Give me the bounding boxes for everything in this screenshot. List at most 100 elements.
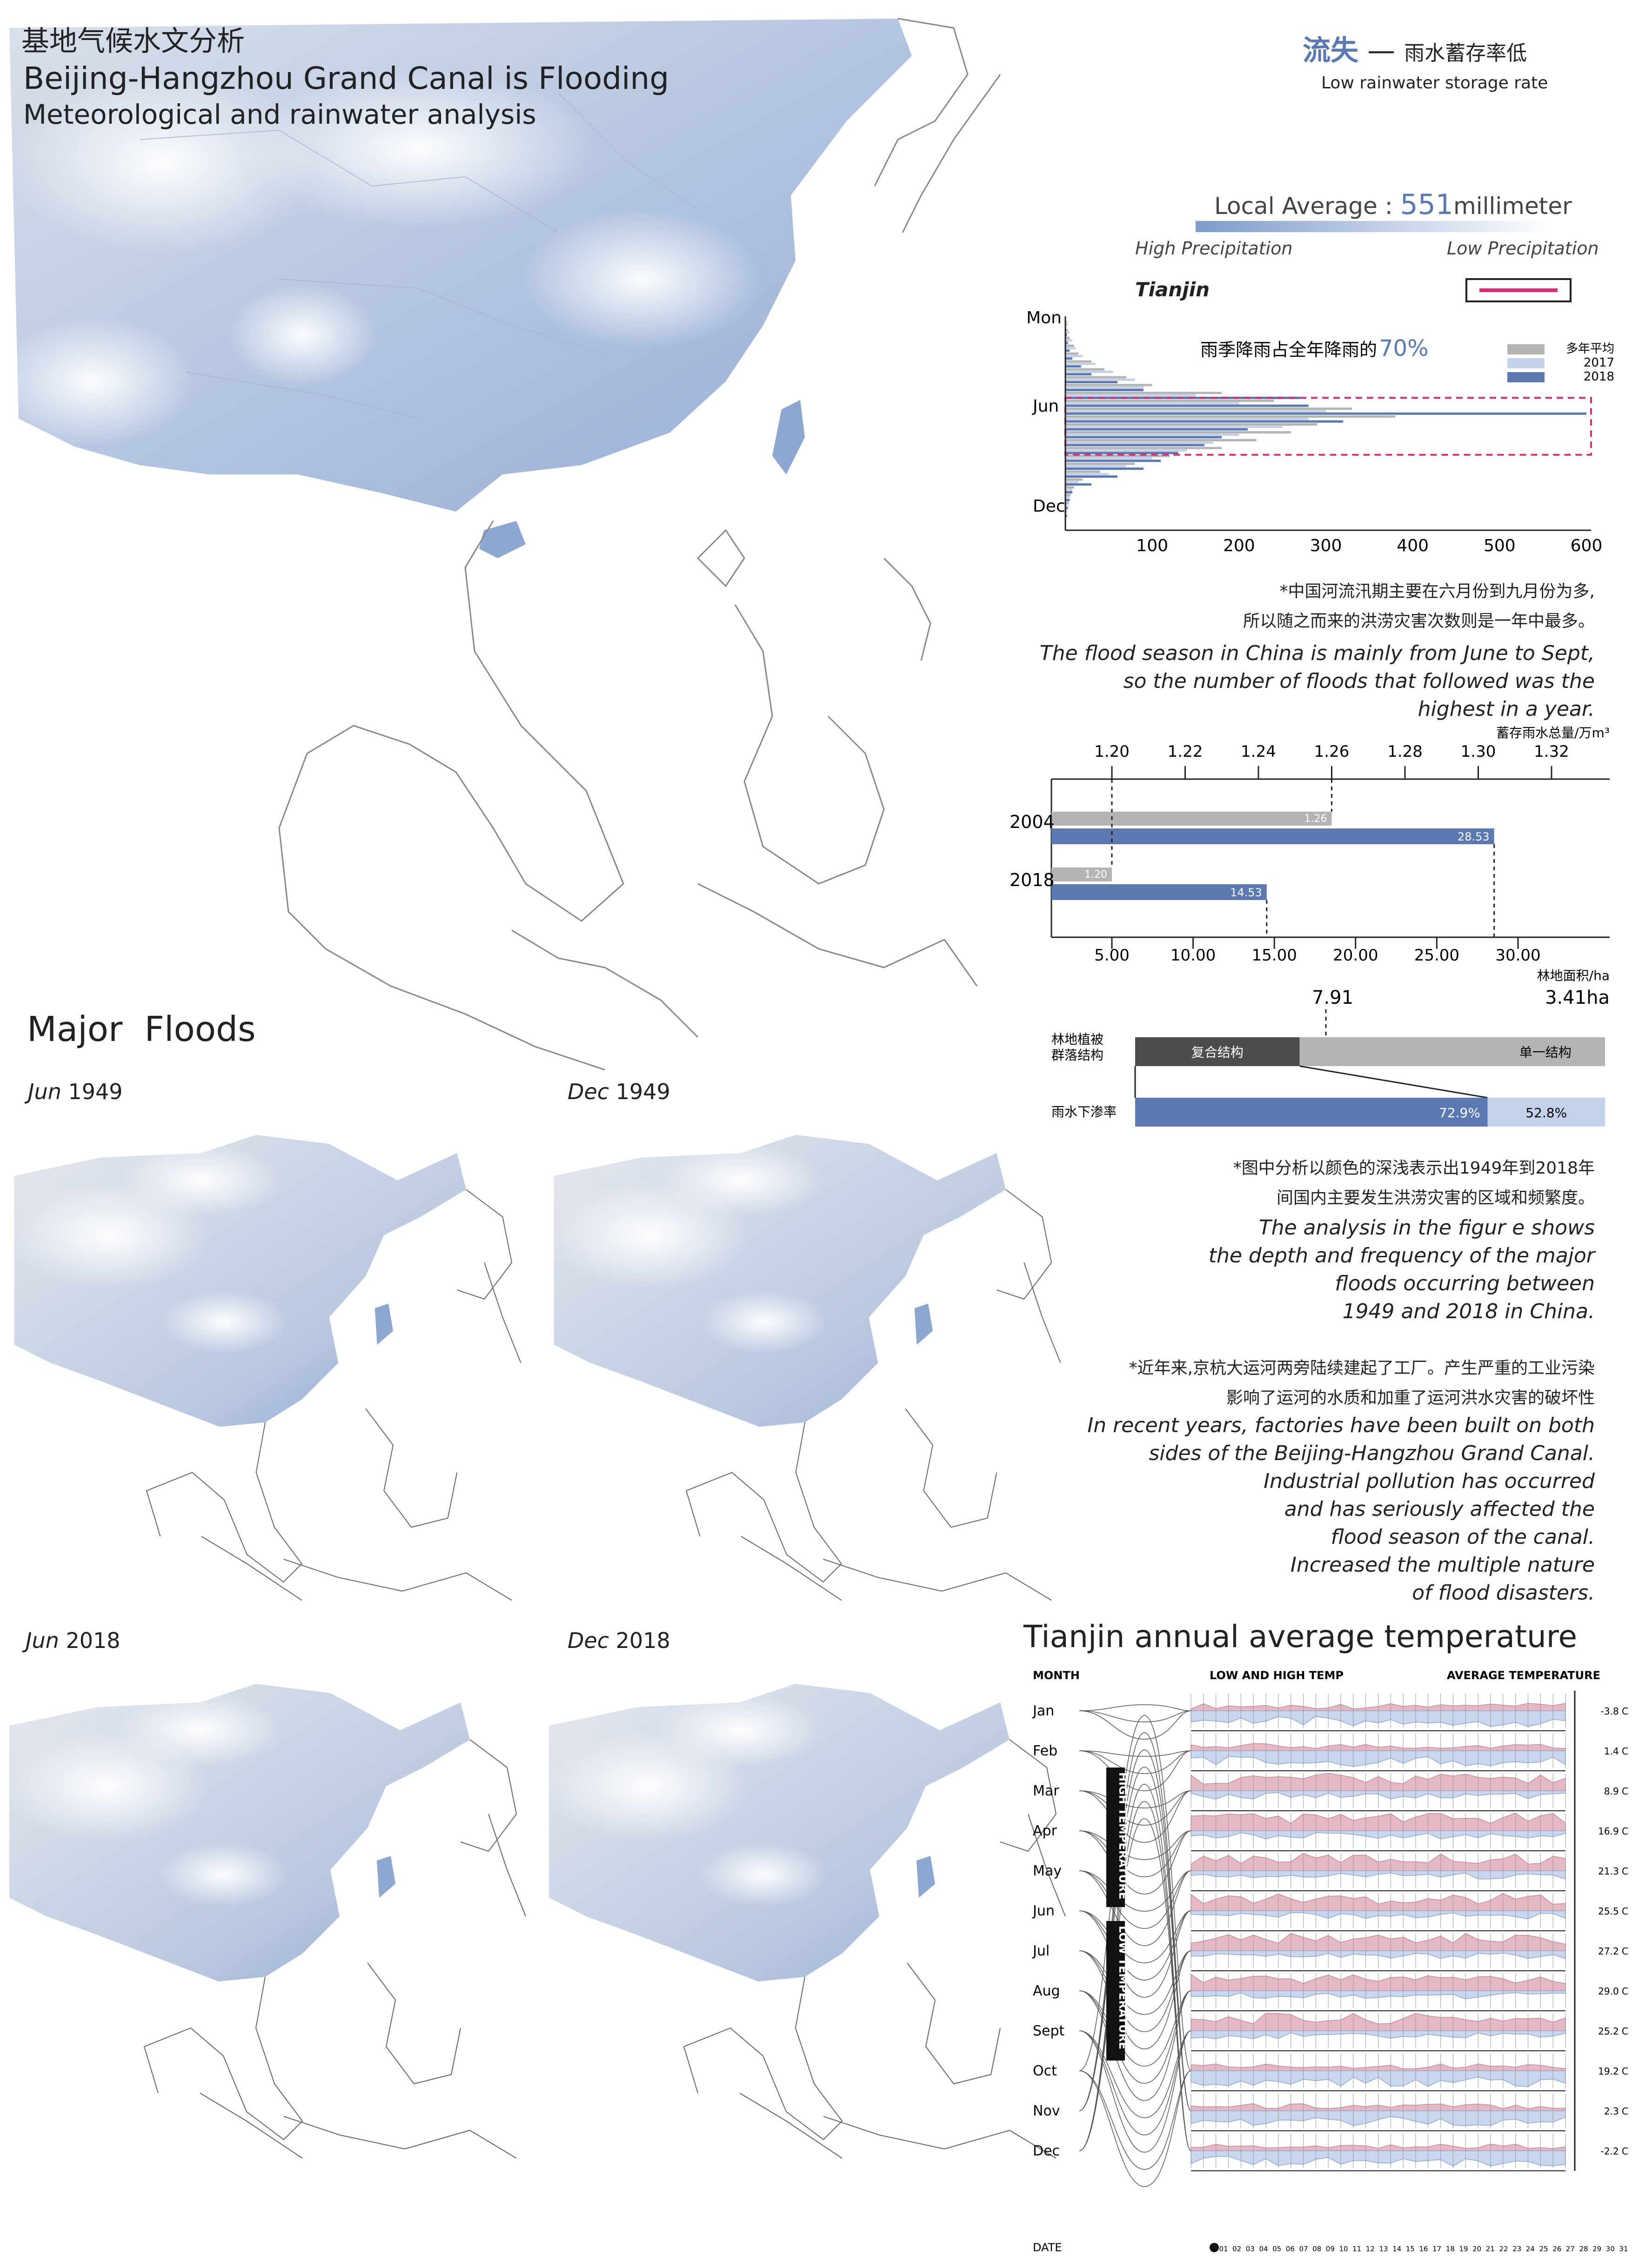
temp-month-Jun: Jun	[1032, 1903, 1055, 1919]
rain-legend-label-1: 2017	[1584, 356, 1614, 370]
struct-row2-seg2-label: 52.8%	[1525, 1105, 1567, 1121]
temp-col-month: MONTH	[1033, 1669, 1080, 1682]
struct-row1-seg2	[1299, 1037, 1605, 1066]
forest-bar-2004	[1051, 828, 1494, 844]
struct-row2-label: 雨水下渗率	[1051, 1104, 1117, 1120]
temp-month-Aug: Aug	[1033, 1983, 1060, 1999]
rain-bar-2017-12	[1065, 418, 1309, 420]
struct-row1-seg1	[1135, 1037, 1300, 1066]
temp-avg-Nov: 2.3 C	[1604, 2106, 1628, 2117]
rain-bar-多年平均-5	[1065, 360, 1091, 363]
rain-bar-2018-12	[1065, 420, 1344, 423]
rain-bar-多年平均-6	[1065, 368, 1104, 371]
analysis-cn-2: 间国内主要发生洪涝灾害的区域和频繁度。	[1276, 1188, 1595, 1207]
temp-month-Mar: Mar	[1033, 1783, 1059, 1799]
temp-days: 01 02 03 04 05 06 07 08 09 10 11 12 13 14 15 16 17 18 19 20…	[1219, 2245, 1628, 2253]
storage-bar-2018	[1051, 867, 1112, 881]
rain-bar-2018-15	[1065, 444, 1204, 447]
rain-bar-多年平均-20	[1065, 478, 1083, 481]
temp-day-02: 02	[1232, 2245, 1241, 2253]
rain-bar-2018-10	[1065, 404, 1309, 407]
rain-bar-2017-20	[1065, 480, 1078, 483]
subtitle-en: Meteorological and rainwater analysis	[23, 99, 536, 130]
temp-month-Oct: Oct	[1033, 2063, 1057, 2079]
major-floods-title: Major Floods	[27, 1009, 256, 1049]
struct-top-value-1: 7.91	[1312, 987, 1353, 1008]
rain-bar-多年平均-15	[1065, 439, 1257, 441]
temp-high-area-Feb	[1191, 1743, 1566, 1751]
temp-high-area-Jun	[1191, 1893, 1566, 1911]
temp-day-26: 26	[1552, 2245, 1561, 2253]
temp-month-May: May	[1033, 1863, 1062, 1879]
rain-bar-2018-7	[1065, 381, 1117, 384]
struct-row2: 72.9% 52.8%	[1134, 1065, 1605, 1127]
temp-day-06: 06	[1286, 2245, 1295, 2253]
rain-chart: 100 200 300 400 500 600 Mon Jun Dec 雨季降雨占全年降雨…	[1005, 302, 1632, 581]
temp-col-avg: AVERAGE TEMPERATURE	[1447, 1669, 1600, 1682]
rain-highlight-box	[1064, 397, 1592, 456]
title-cn: 基地气候水文分析	[21, 25, 245, 58]
temp-high-area-May	[1191, 1853, 1566, 1871]
rain-bar-2017-19	[1065, 473, 1109, 475]
flood-map-label-3: Jun 2018	[26, 1628, 120, 1653]
temp-day-20: 20	[1472, 2245, 1481, 2253]
analysis-en-11: of flood disasters.	[1412, 1581, 1595, 1605]
temp-day-15: 15	[1406, 2245, 1415, 2253]
temp-day-19: 19	[1459, 2245, 1468, 2253]
rain-bar-多年平均-22	[1065, 494, 1071, 497]
temp-avg-May: 21.3 C	[1598, 1866, 1628, 1877]
rain-bar-2017-1	[1065, 331, 1070, 334]
temp-day-23: 23	[1512, 2245, 1521, 2253]
struct-row1-label-2: 群落结构	[1051, 1047, 1104, 1063]
loss-desc: 雨水蓄存率低	[1404, 41, 1527, 65]
rain-bar-2017-17	[1065, 457, 1152, 460]
flood-map-2-year: 1949	[615, 1079, 670, 1104]
temp-month-Apr: Apr	[1033, 1823, 1057, 1839]
analysis-en-4: 1949 and 2018 in China.	[1342, 1300, 1595, 1323]
temp-avg-Apr: 16.9 C	[1598, 1826, 1628, 1837]
rain-bar-多年平均-18	[1065, 462, 1135, 465]
storage-bottom-tick-25.00: 25.00	[1414, 946, 1459, 965]
rain-xtick-300: 300	[1310, 536, 1342, 555]
high-temp-label: HIGH TEMPERATURE	[1117, 1772, 1130, 1900]
main-map-svg	[0, 18, 1000, 1071]
rain-bar-2017-23	[1065, 504, 1068, 507]
analysis-notes-en-1: The analysis in the figur e shows the de…	[990, 1214, 1595, 1326]
loss-desc-en: Low rainwater storage rate	[1321, 73, 1548, 93]
analysis-cn-3: *近年来,京杭大运河两旁陆续建起了工厂。产生严重的工业污染	[1129, 1359, 1595, 1378]
temp-day-30: 30	[1606, 2245, 1615, 2253]
forest-bar-label-2004: 28.53	[1458, 830, 1490, 843]
local-average: Local Average : 551millimeter	[1214, 188, 1572, 221]
rain-bar-2018-23	[1065, 507, 1068, 509]
rain-bar-多年平均-12	[1065, 415, 1396, 418]
rain-bar-2018-3	[1065, 349, 1070, 352]
rain-bar-2017-0	[1065, 323, 1068, 326]
storage-top-ticks: 1.20 1.22 1.24 1.26 1.28 1.30 1.32	[1094, 742, 1569, 779]
rain-annotation-pct: 70%	[1379, 335, 1429, 361]
rain-bar-2018-16	[1065, 452, 1178, 454]
rain-bar-多年平均-0	[1065, 321, 1067, 323]
rain-bar-2017-8	[1065, 386, 1144, 389]
flood-map-svg-2	[5, 1684, 526, 2159]
flood-map-svg-1	[549, 1134, 1061, 1601]
rain-bar-2018-6	[1065, 373, 1091, 376]
rain-bar-多年平均-21	[1065, 486, 1074, 489]
rain-bar-多年平均-2	[1065, 336, 1070, 339]
temp-low-area-Mar	[1191, 1790, 1566, 1800]
rain-bar-2017-6	[1065, 370, 1113, 373]
rain-legend-swatch-0	[1507, 344, 1545, 354]
temp-avg-Mar: 8.9 C	[1604, 1786, 1628, 1797]
rain-bar-2017-22	[1065, 496, 1070, 499]
rain-notes-cn: *中国河流汛期主要在六月份到九月份为多, 所以随之而来的洪涝灾害次数则是一年中最…	[1083, 577, 1595, 636]
flood-map-1-month: Jun	[28, 1079, 61, 1104]
clock-icon	[1210, 2243, 1219, 2252]
temp-month-Sept: Sept	[1033, 2023, 1065, 2039]
flood-map-1-year: 1949	[68, 1079, 123, 1104]
rain-bar-2018-17	[1065, 460, 1161, 462]
temp-avg-Oct: 19.2 C	[1598, 2066, 1628, 2077]
legend-line	[1479, 288, 1558, 292]
temp-day-21: 21	[1486, 2245, 1495, 2253]
storage-top-tick-1.24: 1.24	[1241, 742, 1276, 761]
temp-month-Nov: Nov	[1033, 2103, 1060, 2119]
rain-bar-多年平均-1	[1065, 328, 1068, 331]
